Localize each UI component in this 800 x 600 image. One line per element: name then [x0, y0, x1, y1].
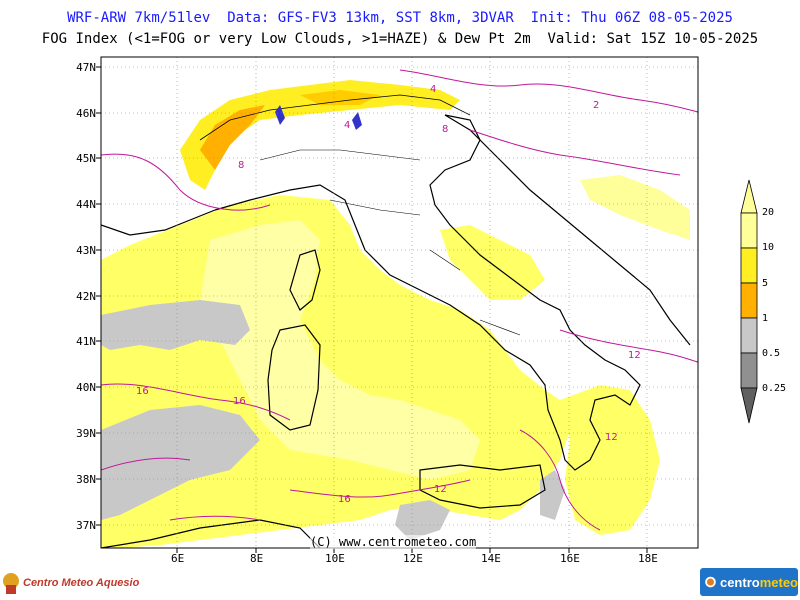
lat-label: 41N: [76, 335, 96, 348]
lat-label: 40N: [76, 381, 96, 394]
coastline-tunisia: [101, 519, 321, 548]
coastline-italy: [214, 114, 641, 471]
coastline-corsica: [289, 249, 321, 311]
lon-label: 12E: [403, 552, 423, 565]
border-regions: [259, 149, 521, 336]
contour-label: 16: [136, 386, 149, 397]
haze-area-adriatic: [440, 225, 545, 300]
colorbar-label: 0.5: [762, 348, 781, 359]
dewpt-contour-5: [559, 329, 698, 363]
contour-label: 16: [233, 396, 246, 407]
fog-patch-southwest: [101, 405, 260, 520]
dewpt-contour-2: [101, 383, 291, 421]
dewpt-contour-3: [289, 479, 471, 498]
lon-label: 16E: [560, 552, 580, 565]
dewpt-contour-1: [101, 153, 271, 211]
left-logo-text: Centro Meteo Aquesio: [23, 577, 140, 589]
coastline-balkans: [444, 114, 691, 346]
lon-label: 10E: [325, 552, 345, 565]
coastline-france: [101, 209, 216, 236]
centro-meteo-aquesio-logo[interactable]: Centro Meteo Aquesio: [2, 570, 139, 596]
colorbar-label: 10: [762, 242, 775, 253]
dewpt-contour-4: [169, 515, 261, 521]
dewpt-contour-8: [519, 429, 601, 531]
lat-label: 45N: [76, 152, 96, 165]
lake-maggiore: [275, 105, 285, 125]
haze-balkans: [580, 175, 690, 240]
lat-label: 47N: [76, 61, 96, 74]
colorbar-swatch: [740, 247, 758, 284]
dewpt-contour-7: [469, 129, 681, 176]
colorbar-bottom-arrow: [740, 387, 758, 424]
map-title-model: WRF-ARW 7km/51lev Data: GFS-FV3 13km, SS…: [67, 10, 733, 26]
contour-label: 2: [593, 100, 599, 111]
colorbar-swatch: [740, 317, 758, 354]
contour-label: 12: [605, 432, 618, 443]
contour-label: 4: [344, 120, 350, 131]
contour-label: 8: [238, 160, 244, 171]
right-logo-text-b: meteo: [759, 574, 798, 590]
centrometeo-logo[interactable]: centro meteo: [700, 568, 798, 596]
lat-label: 42N: [76, 290, 96, 303]
border-alps: [199, 94, 471, 141]
lat-label: 43N: [76, 244, 96, 257]
dewpt-contour-6: [399, 69, 698, 113]
haze-area-ionian: [560, 385, 660, 535]
contour-label: 16: [338, 494, 351, 505]
lat-label: 46N: [76, 107, 96, 120]
dewpt-contour-9: [101, 457, 191, 471]
colorbar-label: 5: [762, 278, 769, 289]
contour-label: 12: [628, 350, 641, 361]
lon-label: 14E: [481, 552, 501, 565]
fog-patch-ionian: [540, 470, 565, 520]
fog-patch-south: [395, 500, 450, 540]
colorbar-label: 0.25: [762, 383, 787, 394]
right-logo-text-a: centro: [719, 574, 760, 590]
lake-garda: [352, 112, 362, 130]
map-title-field: FOG Index (<1=FOG or very Low Clouds, >1…: [41, 31, 759, 47]
colorbar-label: 1: [762, 313, 769, 324]
colorbar-top-arrow: [740, 179, 758, 214]
colorbar-swatch: [740, 212, 758, 249]
haze-alps-core: [200, 105, 265, 170]
contour-label: 8: [442, 124, 448, 135]
colorbar-swatch: [740, 352, 758, 389]
lat-label: 44N: [76, 198, 96, 211]
fog-patch-west: [101, 300, 250, 350]
colorbar-label: 20: [762, 207, 775, 218]
coastline-sicily: [419, 464, 546, 509]
sun-cloud-icon: [3, 573, 19, 594]
lat-label: 38N: [76, 473, 96, 486]
globe-icon: [705, 576, 716, 588]
coastline-sardinia: [267, 324, 321, 431]
contour-label: 12: [434, 484, 447, 495]
lon-label: 6E: [171, 552, 185, 565]
lon-label: 18E: [638, 552, 658, 565]
lat-label: 39N: [76, 427, 96, 440]
lon-label: 8E: [250, 552, 264, 565]
lat-label: 37N: [76, 519, 96, 532]
colorbar: [740, 179, 758, 424]
copyright-credit: (C) www.centrometeo.com: [310, 535, 477, 549]
colorbar-swatch: [740, 282, 758, 319]
haze-area-alps: [180, 80, 460, 190]
contour-label: 4: [430, 84, 436, 95]
haze-alps-core2: [300, 90, 380, 105]
